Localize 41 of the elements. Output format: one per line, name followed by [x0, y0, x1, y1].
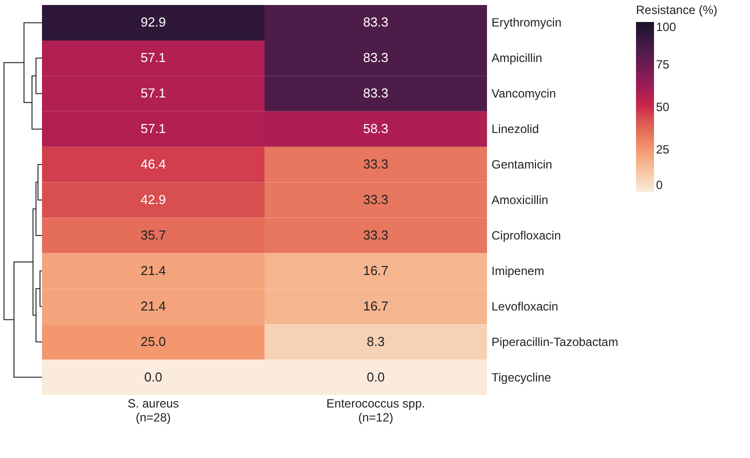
color-bar-label: 100 [656, 20, 676, 34]
data-label: 33.3 [363, 156, 388, 172]
y-tick-label: Amoxicillin [492, 193, 548, 207]
data-label: 83.3 [363, 14, 388, 30]
data-label: 0.0 [144, 369, 162, 384]
y-tick-label: Tigecycline [492, 370, 552, 384]
data-label: 33.3 [363, 192, 388, 207]
data-label: 33.3 [363, 227, 388, 242]
color-bar-label: 0 [656, 178, 663, 192]
y-tick-label: Erythromycin [492, 16, 562, 30]
x-tick-label: Enterococcus spp. (n=12) [326, 396, 426, 424]
y-tick-label: Levofloxacin [492, 299, 558, 314]
data-label: 16.7 [363, 298, 388, 314]
data-label: 16.7 [363, 262, 388, 278]
data-label: 58.3 [363, 121, 388, 136]
y-tick-label: Ciprofloxacin [492, 228, 561, 242]
x-tick-label: S. aureus (n=28) [128, 396, 179, 424]
data-label: 57.1 [140, 86, 166, 101]
y-tick-label: Piperacillin-Tazobactam [492, 334, 618, 349]
data-label: 83.3 [363, 50, 388, 66]
data-label: 57.1 [140, 50, 166, 66]
data-label: 35.7 [140, 227, 166, 242]
data-label: 42.9 [140, 192, 166, 207]
data-label: 0.0 [366, 369, 385, 384]
color-bar-label: 25 [656, 142, 670, 156]
data-label: 57.1 [140, 121, 166, 136]
color-bar-title: Resistance (%) [636, 3, 718, 17]
data-label: 25.0 [140, 334, 166, 349]
y-tick-label: Gentamicin [492, 158, 552, 172]
y-tick-label: Ampicillin [492, 51, 542, 66]
data-label: 83.3 [363, 86, 388, 101]
color-bar-label: 75 [656, 58, 670, 72]
color-bar-label: 50 [656, 100, 670, 114]
y-tick-label: Linezolid [492, 122, 539, 136]
data-label: 21.4 [140, 262, 166, 278]
data-label: 46.4 [140, 156, 166, 172]
y-tick-label: Imipenem [492, 264, 544, 278]
y-tick-label: Vancomycin [492, 86, 556, 101]
data-label: 8.3 [366, 334, 385, 349]
data-label: 92.9 [140, 14, 166, 30]
data-label: 21.4 [140, 298, 166, 314]
